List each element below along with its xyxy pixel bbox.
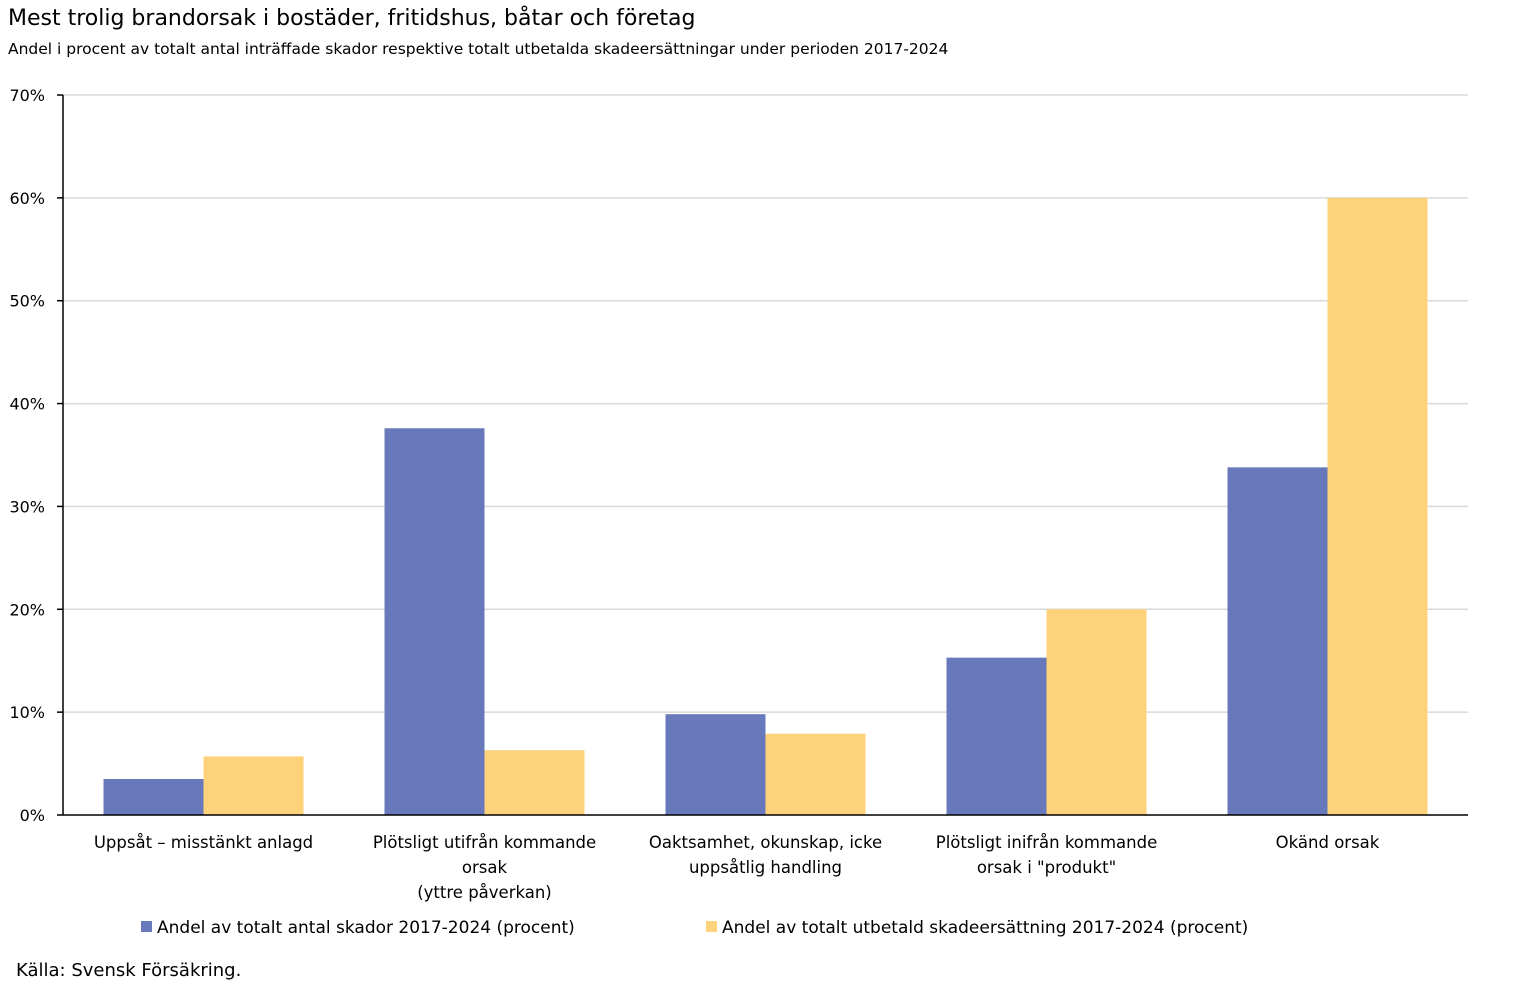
bar-ersattning (203, 756, 304, 815)
chart-title: Mest trolig brandorsak i bostäder, friti… (8, 6, 696, 31)
bar-ersattning (1327, 197, 1428, 815)
y-tick-label: 60% (9, 189, 45, 208)
y-tick-label: 70% (9, 86, 45, 105)
bar-skador (946, 657, 1047, 815)
x-tick-label: Uppsåt – misstänkt anlagd (94, 833, 313, 852)
source-note: Källa: Svensk Försäkring. (16, 960, 242, 981)
legend-swatch (706, 921, 717, 932)
bar-skador (665, 714, 766, 815)
x-tick-label: Plötsligt utifrån kommande orsak (yttre på… (373, 833, 596, 902)
legend-label: Andel av totalt utbetald skadeersättning… (722, 918, 1248, 938)
bar-skador (1227, 467, 1328, 815)
legend-swatch (141, 921, 152, 932)
bar-ersattning (484, 750, 585, 815)
bar-skador (103, 779, 204, 815)
y-tick-label: 10% (9, 703, 45, 722)
legend-label: Andel av totalt antal skador 2017-2024 (… (157, 918, 575, 938)
y-tick-label: 40% (9, 395, 45, 414)
x-tick-label: Okänd orsak (1276, 833, 1380, 852)
x-tick-label: Plötsligt inifrån kommande orsak i "produ… (936, 833, 1158, 877)
y-tick-label: 50% (9, 292, 45, 311)
y-tick-label: 0% (20, 806, 45, 825)
y-tick-label: 20% (9, 600, 45, 619)
bar-skador (384, 428, 485, 815)
x-tick-label: Oaktsamhet, okunskap, icke uppsåtlig hand… (649, 833, 882, 877)
y-tick-label: 30% (9, 497, 45, 516)
bar-ersattning (1046, 609, 1147, 815)
chart-subtitle: Andel i procent av totalt antal inträffa… (8, 40, 949, 58)
bar-ersattning (765, 733, 866, 815)
